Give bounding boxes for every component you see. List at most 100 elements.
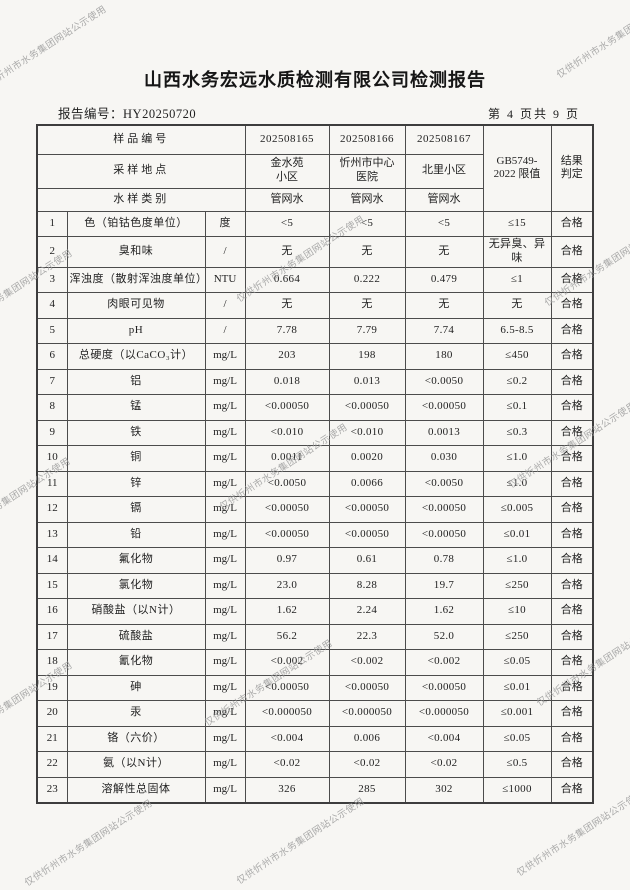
page-title: 山西水务宏远水质检测有限公司检测报告 <box>144 70 486 90</box>
watermark: 仅供忻州市水务集团网站公示使用 <box>234 795 367 887</box>
sample2-value: 2.24 <box>328 598 406 625</box>
verdict: 合格 <box>550 700 594 727</box>
limit-value: ≤1.0 <box>482 547 552 574</box>
sample3-value: <0.00050 <box>404 521 484 548</box>
sample-id-2: 202508166 <box>328 124 406 155</box>
sample1-value: 0.664 <box>244 266 330 293</box>
verdict: 合格 <box>550 572 594 599</box>
sample2-value: 22.3 <box>328 623 406 650</box>
verdict: 合格 <box>550 368 594 395</box>
sample2-value: 0.222 <box>328 266 406 293</box>
sample2-value: 8.28 <box>328 572 406 599</box>
sample2-value: 0.006 <box>328 725 406 752</box>
sample2-value: 0.013 <box>328 368 406 395</box>
sample2-value: 0.0020 <box>328 445 406 472</box>
sample1-value: 0.0011 <box>244 445 330 472</box>
limit-value: ≤1.0 <box>482 445 552 472</box>
row-number: 17 <box>36 623 68 650</box>
parameter-name: 氟化物 <box>66 547 206 574</box>
unit: mg/L <box>204 598 246 625</box>
row-number: 15 <box>36 572 68 599</box>
limit-value: ≤0.001 <box>482 700 552 727</box>
sample-id-label: 样品编号 <box>36 124 246 155</box>
sample2-value: 0.61 <box>328 547 406 574</box>
limit-value: ≤0.05 <box>482 649 552 676</box>
row-number: 16 <box>36 598 68 625</box>
verdict: 合格 <box>550 776 594 803</box>
table-row: 3 浑浊度（散射浑浊度单位） NTU 0.664 0.222 0.479 ≤1 合格 <box>36 266 594 293</box>
sample2-value: <0.00050 <box>328 496 406 523</box>
report-number-value: HY20250720 <box>123 107 197 121</box>
parameter-name: 氰化物 <box>66 649 206 676</box>
verdict: 合格 <box>550 343 594 370</box>
sample3-value: 302 <box>404 776 484 803</box>
water-quality-table: 样品编号 202508165 202508166 202508167 GB574… <box>36 124 594 804</box>
table-row: 22 氨（以N计） mg/L <0.02 <0.02 <0.02 ≤0.5 合格 <box>36 751 594 778</box>
table-row: 13 铅 mg/L <0.00050 <0.00050 <0.00050 ≤0.01 合格 <box>36 521 594 548</box>
parameter-name: 铁 <box>66 419 206 446</box>
sample-id-3: 202508167 <box>404 124 484 155</box>
sample3-value: <0.004 <box>404 725 484 752</box>
table-row: 9 铁 mg/L <0.010 <0.010 0.0013 ≤0.3 合格 <box>36 419 594 446</box>
verdict: 合格 <box>550 521 594 548</box>
parameter-name: 锰 <box>66 394 206 421</box>
sample1-value: 56.2 <box>244 623 330 650</box>
verdict: 合格 <box>550 210 594 237</box>
sample1-value: <0.0050 <box>244 470 330 497</box>
unit: mg/L <box>204 649 246 676</box>
parameter-name: 溶解性总固体 <box>66 776 206 803</box>
unit: mg/L <box>204 751 246 778</box>
parameter-name: 铅 <box>66 521 206 548</box>
sample2-value: 7.79 <box>328 317 406 344</box>
row-number: 12 <box>36 496 68 523</box>
table-row: 18 氰化物 mg/L <0.002 <0.002 <0.002 ≤0.05 合格 <box>36 649 594 676</box>
header-row-water-type: 水样类别 管网水 管网水 管网水 <box>36 187 593 212</box>
row-number: 5 <box>36 317 68 344</box>
limit-value: ≤1000 <box>482 776 552 803</box>
sample2-value: 0.0066 <box>328 470 406 497</box>
table-row: 6 总硬度（以CaCO₃计） mg/L 203 198 180 ≤450 合格 <box>36 343 594 370</box>
water-type-1: 管网水 <box>244 187 330 212</box>
table-row: 16 硝酸盐（以N计） mg/L 1.62 2.24 1.62 ≤10 合格 <box>36 598 594 625</box>
unit: mg/L <box>204 572 246 599</box>
row-number: 4 <box>36 292 68 319</box>
sample3-value: <0.000050 <box>404 700 484 727</box>
limit-value: ≤0.3 <box>482 419 552 446</box>
unit: mg/L <box>204 521 246 548</box>
water-type-2: 管网水 <box>328 187 406 212</box>
sample3-value: <0.02 <box>404 751 484 778</box>
unit: mg/L <box>204 674 246 701</box>
limit-value: ≤0.1 <box>482 394 552 421</box>
parameter-name: 硝酸盐（以N计） <box>66 598 206 625</box>
water-type-3: 管网水 <box>404 187 484 212</box>
parameter-name: 锌 <box>66 470 206 497</box>
unit: NTU <box>204 266 246 293</box>
sample3-value: <0.002 <box>404 649 484 676</box>
limit-value: ≤0.05 <box>482 725 552 752</box>
sample3-value: <0.0050 <box>404 368 484 395</box>
verdict: 合格 <box>550 649 594 676</box>
sample1-value: 1.62 <box>244 598 330 625</box>
table-row: 7 铝 mg/L 0.018 0.013 <0.0050 ≤0.2 合格 <box>36 368 594 395</box>
unit: / <box>204 292 246 319</box>
sample3-value: 180 <box>404 343 484 370</box>
sample3-value: 0.030 <box>404 445 484 472</box>
limit-value: ≤0.2 <box>482 368 552 395</box>
verdict: 合格 <box>550 674 594 701</box>
table-row: 10 铜 mg/L 0.0011 0.0020 0.030 ≤1.0 合格 <box>36 445 594 472</box>
meta-row: 报告编号：HY20250720 第 4 页共 9 页 <box>58 103 580 122</box>
sample1-value: <0.00050 <box>244 496 330 523</box>
row-number: 8 <box>36 394 68 421</box>
verdict: 合格 <box>550 419 594 446</box>
row-number: 9 <box>36 419 68 446</box>
row-number: 13 <box>36 521 68 548</box>
parameter-name: pH <box>66 317 206 344</box>
page-indicator: 第 4 页共 9 页 <box>487 107 580 121</box>
sample1-value: <0.004 <box>244 725 330 752</box>
row-number: 10 <box>36 445 68 472</box>
limit-value: ≤250 <box>482 572 552 599</box>
parameter-name: 总硬度（以CaCO₃计） <box>66 343 206 370</box>
limit-value: 无 <box>482 292 552 319</box>
limit-value: ≤1.0 <box>482 470 552 497</box>
limit-value: ≤1 <box>482 266 552 293</box>
